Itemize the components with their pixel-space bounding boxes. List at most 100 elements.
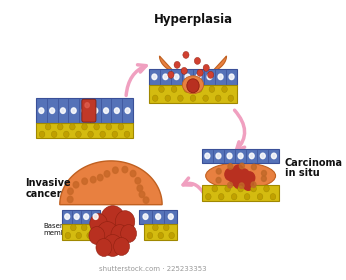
Circle shape: [196, 74, 201, 80]
Bar: [149, 69, 237, 85]
Circle shape: [139, 191, 145, 198]
Circle shape: [262, 171, 266, 176]
Circle shape: [50, 108, 55, 113]
Circle shape: [103, 108, 109, 113]
Circle shape: [115, 211, 135, 232]
Bar: [62, 210, 100, 224]
Circle shape: [87, 232, 92, 239]
Circle shape: [197, 86, 202, 92]
Circle shape: [100, 206, 125, 234]
Bar: [139, 210, 177, 224]
Circle shape: [103, 235, 122, 256]
Circle shape: [203, 95, 208, 101]
Circle shape: [209, 86, 215, 92]
Ellipse shape: [182, 76, 203, 94]
Circle shape: [228, 182, 233, 188]
Circle shape: [174, 74, 179, 80]
Circle shape: [143, 197, 149, 203]
Circle shape: [93, 214, 98, 220]
FancyBboxPatch shape: [82, 99, 96, 122]
Bar: [36, 98, 133, 123]
Circle shape: [235, 171, 247, 185]
Circle shape: [115, 108, 119, 113]
Circle shape: [94, 124, 99, 130]
Circle shape: [74, 214, 79, 220]
Circle shape: [81, 224, 87, 231]
Text: Hyperplasia: Hyperplasia: [153, 13, 233, 26]
Circle shape: [143, 214, 148, 220]
Circle shape: [216, 153, 221, 159]
Circle shape: [67, 188, 73, 195]
Circle shape: [125, 108, 130, 113]
Text: Invasive
cancer: Invasive cancer: [25, 178, 71, 199]
Circle shape: [230, 174, 240, 186]
Circle shape: [82, 108, 87, 113]
Circle shape: [216, 178, 221, 183]
Circle shape: [85, 103, 89, 108]
Circle shape: [121, 225, 137, 242]
Circle shape: [222, 86, 227, 92]
Circle shape: [206, 193, 211, 200]
Circle shape: [216, 169, 221, 174]
Circle shape: [89, 227, 105, 244]
Circle shape: [270, 193, 276, 200]
Circle shape: [106, 124, 111, 130]
Circle shape: [185, 74, 190, 80]
Circle shape: [207, 74, 212, 80]
Circle shape: [39, 108, 44, 113]
Bar: [202, 185, 280, 201]
Circle shape: [82, 124, 87, 130]
Circle shape: [205, 153, 210, 159]
Bar: [145, 224, 177, 239]
Circle shape: [234, 177, 244, 189]
Circle shape: [159, 86, 164, 92]
Circle shape: [70, 124, 75, 130]
Circle shape: [130, 171, 136, 177]
Polygon shape: [160, 56, 227, 83]
Circle shape: [212, 186, 218, 192]
Circle shape: [90, 214, 107, 234]
Circle shape: [225, 169, 236, 180]
Circle shape: [184, 86, 190, 92]
Circle shape: [239, 169, 249, 181]
Text: shutterstock.com · 225233353: shutterstock.com · 225233353: [100, 266, 207, 272]
Circle shape: [76, 131, 81, 137]
Circle shape: [228, 164, 233, 169]
Circle shape: [122, 166, 128, 173]
Circle shape: [65, 214, 70, 220]
Circle shape: [194, 57, 200, 64]
Circle shape: [93, 108, 98, 113]
Circle shape: [238, 153, 243, 159]
Circle shape: [229, 74, 234, 80]
Circle shape: [249, 153, 254, 159]
Circle shape: [112, 131, 118, 137]
Circle shape: [153, 224, 158, 231]
Circle shape: [257, 193, 263, 200]
Circle shape: [271, 153, 276, 159]
Circle shape: [124, 131, 130, 137]
Bar: [202, 149, 280, 163]
Circle shape: [260, 153, 265, 159]
Circle shape: [61, 108, 65, 113]
Circle shape: [118, 124, 124, 130]
Circle shape: [187, 79, 199, 93]
Circle shape: [88, 131, 93, 137]
Text: in situ: in situ: [285, 168, 319, 178]
Circle shape: [73, 181, 79, 188]
Circle shape: [183, 52, 189, 59]
Circle shape: [39, 131, 45, 137]
Circle shape: [231, 193, 237, 200]
Circle shape: [97, 174, 103, 181]
Circle shape: [239, 183, 244, 188]
Circle shape: [227, 153, 232, 159]
Circle shape: [111, 225, 129, 244]
Circle shape: [208, 71, 214, 78]
Circle shape: [215, 95, 221, 101]
Circle shape: [137, 185, 143, 192]
Circle shape: [76, 232, 82, 239]
Circle shape: [228, 95, 234, 101]
Circle shape: [244, 172, 255, 184]
Circle shape: [225, 186, 230, 192]
Circle shape: [238, 186, 244, 192]
Circle shape: [90, 176, 96, 183]
